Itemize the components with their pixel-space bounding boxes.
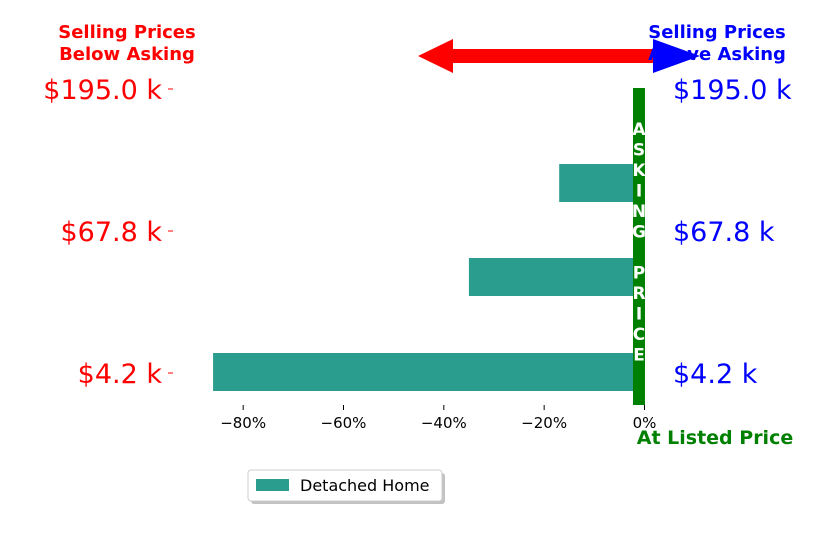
below-arrow-icon	[418, 39, 654, 73]
left-price-label: $4.2 k	[78, 359, 163, 390]
x-tick-label: 0%	[633, 414, 657, 432]
x-tick-label: −20%	[521, 414, 567, 432]
below-asking-title-line1: Selling Prices	[58, 22, 195, 43]
right-price-label: $67.8 k	[673, 217, 775, 248]
left-price-label: $67.8 k	[60, 217, 162, 248]
right-price-label: $195.0 k	[673, 75, 792, 106]
asking-letter: K	[632, 161, 646, 181]
legend-label: Detached Home	[300, 476, 430, 495]
asking-letter: C	[633, 325, 645, 345]
x-tick-label: −80%	[220, 414, 266, 432]
above-arrow-icon	[653, 39, 700, 73]
bar	[468, 258, 645, 296]
x-tick-label: −60%	[321, 414, 367, 432]
x-axis: −80% −60% −40% −20% 0%	[220, 405, 656, 432]
legend-swatch	[256, 479, 289, 491]
above-asking-title-line2: Above Asking	[648, 44, 786, 65]
asking-letter: P	[633, 264, 645, 284]
bars-layer	[213, 164, 645, 391]
asking-letter: R	[632, 284, 645, 304]
above-asking-title-line1: Selling Prices	[648, 22, 785, 43]
asking-letter: N	[632, 202, 646, 222]
legend: Detached Home	[247, 469, 445, 504]
x-tick-label: −40%	[421, 414, 467, 432]
bar	[559, 164, 645, 202]
at-listed-price-label: At Listed Price	[637, 427, 793, 449]
asking-letter: I	[636, 182, 642, 202]
bar	[213, 353, 645, 391]
asking-letter: A	[632, 120, 646, 140]
left-price-label: $195.0 k	[43, 75, 162, 106]
right-price-label: $4.2 k	[673, 359, 758, 390]
asking-letter: E	[633, 346, 645, 366]
below-asking-title-line2: Below Asking	[59, 44, 195, 65]
asking-letter: S	[633, 141, 645, 161]
asking-letter: I	[636, 305, 642, 325]
asking-price-band	[633, 88, 645, 405]
asking-letter: G	[632, 223, 646, 243]
price-labels: $195.0 k $67.8 k $4.2 k $195.0 k $67.8 k $4.2…	[43, 75, 792, 390]
